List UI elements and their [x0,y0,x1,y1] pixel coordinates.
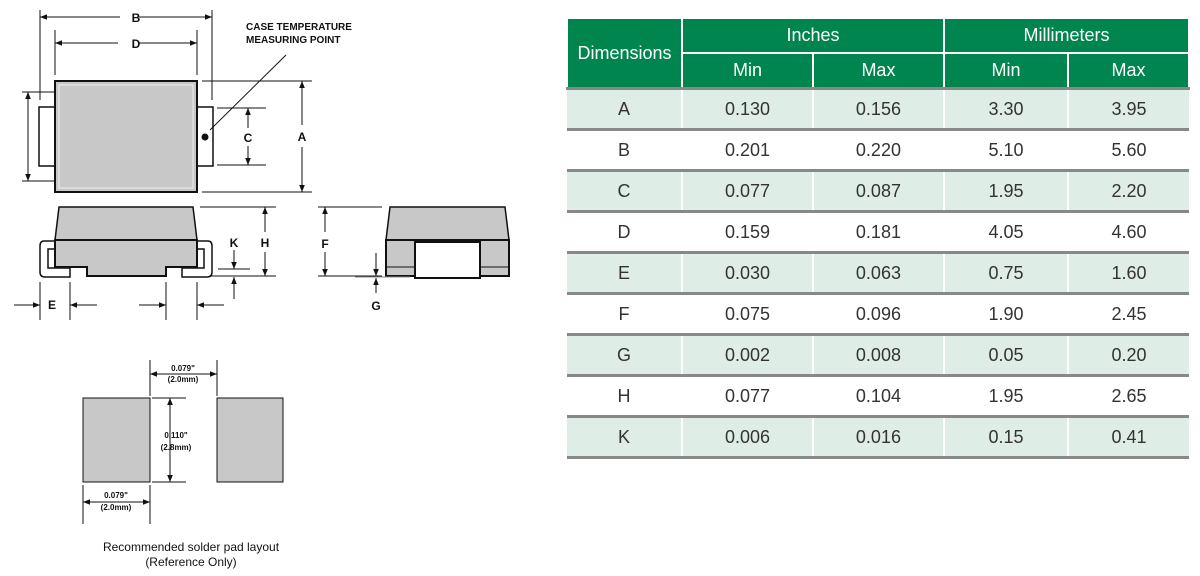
pad-width-in: 0.079" [104,491,128,500]
mm-min-cell: 0.15 [942,415,1070,459]
pad-gap-mm: (2.0mm) [168,375,199,384]
dim-label-b: B [132,11,141,25]
package-outline-drawing: B D A C CASE TEMPERATURE MEASURING POINT… [14,10,510,569]
dim-label-f: F [321,237,328,251]
dim-label-c: C [244,131,253,145]
dimension-cell: G [567,333,683,376]
table-row: K 0.006 0.016 0.15 0.41 [567,415,1189,459]
header-inches-min: Min [681,52,814,90]
callout-text-2: MEASURING POINT [246,35,340,46]
dimension-cell: B [567,128,683,171]
mm-max-cell: 2.20 [1067,169,1189,212]
inches-min-cell: 0.077 [681,169,814,212]
dimension-cell: H [567,374,683,417]
mm-max-cell: 4.60 [1067,210,1189,253]
dim-label-k: K [230,236,239,250]
table-row: B 0.201 0.220 5.10 5.60 [567,128,1189,171]
header-inches: Inches [681,17,945,54]
dim-label-a: A [298,130,307,144]
header-mm-max: Max [1067,52,1190,90]
pad-width-mm: (2.0mm) [101,503,132,512]
inches-min-cell: 0.075 [681,292,814,335]
table-row: C 0.077 0.087 1.95 2.20 [567,169,1189,212]
inches-max-cell: 0.104 [811,374,945,417]
dim-label-e: E [48,298,56,312]
pad-caption-note: (Reference Only) [145,555,236,569]
table-row: E 0.030 0.063 0.75 1.60 [567,251,1189,294]
table-row: G 0.002 0.008 0.05 0.20 [567,333,1189,376]
inches-min-cell: 0.077 [681,374,814,417]
pad-caption: Recommended solder pad layout [103,540,280,554]
dimensions-table: Dimensions Inches Millimeters Min Max Mi… [566,17,1191,459]
solder-pad-right [216,397,284,483]
mm-min-cell: 1.90 [942,292,1070,335]
header-mm-min: Min [942,52,1070,90]
inches-min-cell: 0.159 [681,210,814,253]
dimension-cell: E [567,251,683,294]
header-dimensions: Dimensions [566,17,683,90]
inches-min-cell: 0.201 [681,128,814,171]
table-row: D 0.159 0.181 4.05 4.60 [567,210,1189,253]
mm-max-cell: 0.20 [1067,333,1189,376]
mm-min-cell: 1.95 [942,169,1070,212]
header-inches-max: Max [811,52,945,90]
pad-height-mm: (2.8mm) [161,443,192,452]
inches-max-cell: 0.087 [811,169,945,212]
inches-max-cell: 0.063 [811,251,945,294]
header-millimeters: Millimeters [942,17,1191,54]
dimension-cell: C [567,169,683,212]
inches-max-cell: 0.181 [811,210,945,253]
dimension-cell: D [567,210,683,253]
inches-min-cell: 0.006 [681,415,814,459]
mm-min-cell: 0.75 [942,251,1070,294]
mm-min-cell: 5.10 [942,128,1070,171]
pad-gap-in: 0.079" [171,364,195,373]
table-row: A 0.130 0.156 3.30 3.95 [567,87,1189,130]
dim-label-d: D [132,37,141,51]
dim-label-h: H [261,236,270,250]
inches-min-cell: 0.130 [681,87,814,130]
measuring-point-dot [201,133,209,141]
top-view [22,10,312,193]
side-view [14,206,276,320]
mm-max-cell: 1.60 [1067,251,1189,294]
solder-pad-layout [82,360,284,524]
dimension-cell: F [567,292,683,335]
mm-max-cell: 3.95 [1067,87,1189,130]
pad-height-in: 0.110" [164,431,188,440]
inches-max-cell: 0.016 [811,415,945,459]
mm-max-cell: 0.41 [1067,415,1189,459]
table-row: F 0.075 0.096 1.90 2.45 [567,292,1189,335]
end-view [318,206,510,293]
dim-label-g: G [371,299,380,313]
inches-max-cell: 0.096 [811,292,945,335]
inches-min-cell: 0.030 [681,251,814,294]
inches-max-cell: 0.220 [811,128,945,171]
inches-max-cell: 0.008 [811,333,945,376]
table-row: H 0.077 0.104 1.95 2.65 [567,374,1189,417]
inches-max-cell: 0.156 [811,87,945,130]
mm-max-cell: 2.65 [1067,374,1189,417]
mm-min-cell: 3.30 [942,87,1070,130]
mm-min-cell: 4.05 [942,210,1070,253]
dimension-cell: K [567,415,683,459]
mm-max-cell: 5.60 [1067,128,1189,171]
inches-min-cell: 0.002 [681,333,814,376]
dimension-cell: A [567,87,683,130]
mm-min-cell: 0.05 [942,333,1070,376]
solder-pad-left [82,397,151,483]
callout-text-1: CASE TEMPERATURE [246,22,352,33]
mm-max-cell: 2.45 [1067,292,1189,335]
mm-min-cell: 1.95 [942,374,1070,417]
